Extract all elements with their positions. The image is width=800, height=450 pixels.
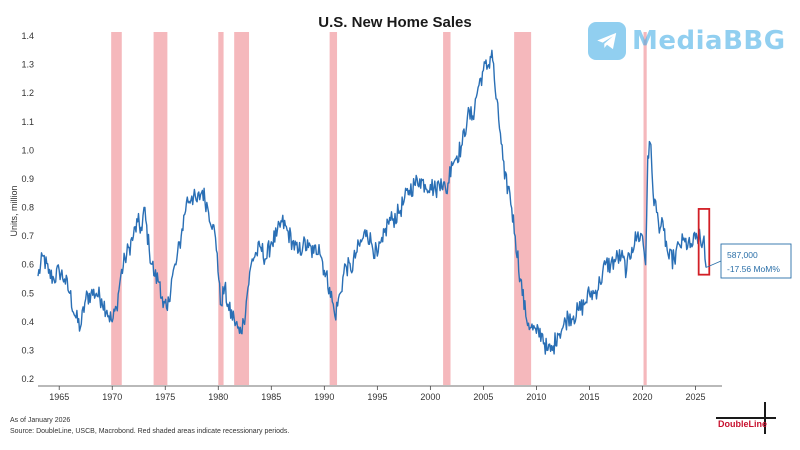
x-tick-label: 1995 [367,392,387,402]
x-tick-label: 2015 [579,392,599,402]
y-tick-label: 0.4 [21,317,34,327]
y-tick-label: 0.9 [21,174,34,184]
x-tick-label: 2000 [420,392,440,402]
y-tick-label: 0.8 [21,203,34,213]
y-tick-label: 1.1 [21,117,34,127]
brand-name: DoubleLine [718,419,767,429]
x-tick-label: 1990 [314,392,334,402]
x-tick-label: 1965 [49,392,69,402]
series-line-1 [37,49,707,355]
latest-value-highlight-box [697,208,711,276]
x-tick-label: 1975 [155,392,175,402]
x-tick-label: 2020 [632,392,652,402]
callout-change-label: -17.56 MoM% [727,264,780,274]
y-tick-label: 0.6 [21,260,34,270]
callout-box [720,243,792,279]
logo-rule-vertical [764,402,766,434]
source-note: Source: DoubleLine, USCB, Macrobond. Red… [10,428,290,435]
x-tick-labels: 1965 1970 1975 1980 1985 1990 1995 2000 2005 2010… [49,386,706,402]
recession-band-5 [329,32,338,385]
y-tick-label: 0.5 [21,288,34,298]
y-tick-label: 1.2 [21,88,34,98]
recession-band-7 [514,32,532,385]
watermark: MediaBBG [588,22,786,60]
x-tick-label: 2005 [473,392,493,402]
x-tick-label: 1970 [102,392,122,402]
as-of-note: As of January 2026 [10,417,71,424]
y-tick-label: 0.7 [21,231,34,241]
recession-bands [111,32,647,385]
y-tick-label: 0.2 [21,374,34,384]
y-axis-label: Units, million [9,185,19,236]
callout-value-label: 587,000 [727,250,758,260]
x-tick-label: 1980 [208,392,228,402]
y-tick-label: 1.4 [21,31,34,41]
y-tick-label: 1.0 [21,145,34,155]
series-layer [37,49,707,355]
y-tick-label: 0.3 [21,345,34,355]
y-tick-label: 1.3 [21,60,34,70]
recession-band-6 [443,32,451,385]
recession-band-1 [111,32,122,385]
recession-band-2 [153,32,168,385]
y-tick-labels: 0.2 0.3 0.4 0.5 0.6 0.7 0.8 0.9 1.0 1.1 1.2 1.3 1.4 [21,31,34,384]
logo-rule-horizontal [716,417,776,419]
doubleline-logo: DoubleLine [716,402,778,436]
recession-band-3 [218,32,224,385]
recession-band-4 [234,32,250,385]
recession-band-8 [643,32,647,385]
chart-title: U.S. New Home Sales [318,14,471,31]
telegram-plane-icon [588,22,626,60]
x-tick-label: 1985 [261,392,281,402]
watermark-text: MediaBBG [632,26,786,56]
x-tick-label: 2025 [685,392,705,402]
x-tick-label: 2010 [526,392,546,402]
callout-connector [705,260,722,268]
callout: 587,000 -17.56 MoM% [697,208,792,279]
